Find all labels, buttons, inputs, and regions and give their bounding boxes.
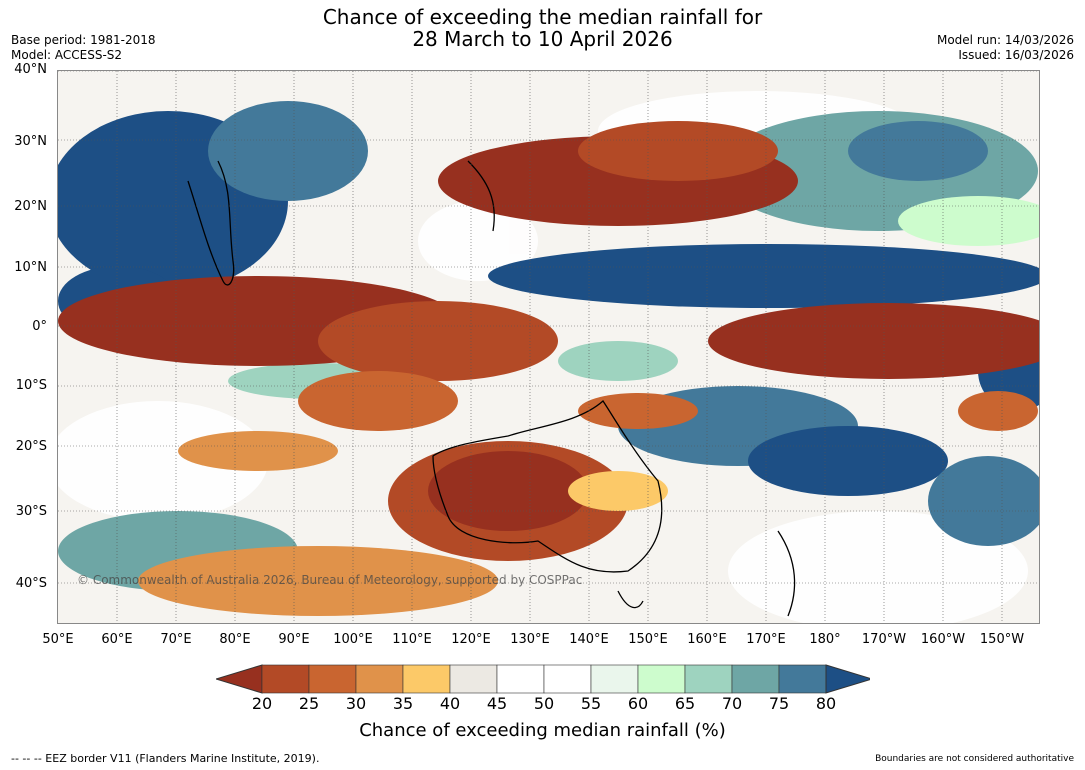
colorbar-segment (637, 664, 686, 694)
colorbar-tick-label: 20 (251, 694, 273, 713)
lat-label: 0° (32, 319, 47, 334)
lat-label: 40°N (14, 62, 47, 77)
colorbar-arrow-low (216, 664, 263, 694)
colorbar-tick-label: 40 (439, 694, 461, 713)
colorbar-segment (496, 664, 545, 694)
boundaries-note: Boundaries are not considered authoritat… (875, 754, 1074, 764)
colorbar-label: Chance of exceeding median rainfall (%) (359, 720, 726, 741)
colorbar-segment (308, 664, 357, 694)
colorbar-tick-label: 45 (486, 694, 508, 713)
lon-label: 100°E (333, 632, 373, 647)
colorbar-tick-label: 75 (768, 694, 790, 713)
lon-label: 110°E (392, 632, 432, 647)
colorbar-tick-label: 60 (627, 694, 649, 713)
lon-label: 180° (809, 632, 841, 647)
base-period: Base period: 1981-2018 (11, 33, 156, 47)
lon-label: 90°E (278, 632, 310, 647)
lat-label: 20°N (14, 199, 47, 214)
lon-label: 170°W (861, 632, 907, 647)
colorbar-tick-label: 30 (345, 694, 367, 713)
colorbar-segment (355, 664, 404, 694)
colorbar-segment (684, 664, 733, 694)
colorbar-segment (543, 664, 592, 694)
lat-label: 40°S (15, 576, 47, 591)
lon-label: 60°E (101, 632, 133, 647)
colorbar-segment (778, 664, 827, 694)
colorbar-tick-label: 80 (815, 694, 837, 713)
lon-label: 130°E (510, 632, 550, 647)
lat-label: 10°S (15, 378, 47, 393)
colorbar-tick-label: 50 (533, 694, 555, 713)
colorbar-tick-label: 70 (721, 694, 743, 713)
lon-label: 150°E (628, 632, 668, 647)
lon-label: 140°E (569, 632, 609, 647)
issued-date: Issued: 16/03/2026 (958, 48, 1074, 62)
colorbar-tick-label: 65 (674, 694, 696, 713)
lat-label: 20°S (15, 439, 47, 454)
lat-label: 10°N (14, 260, 47, 275)
lon-label: 150°W (979, 632, 1025, 647)
rainfall-probability-map (57, 70, 1040, 624)
model-run: Model run: 14/03/2026 (936, 33, 1074, 47)
colorbar-segment (449, 664, 498, 694)
lon-label: 160°E (687, 632, 727, 647)
colorbar-segment (261, 664, 310, 694)
coastlines (187, 160, 796, 617)
colorbar-tick-label: 25 (298, 694, 320, 713)
map-title-line-2: 28 March to 10 April 2026 (412, 27, 673, 51)
colorbar-tick-label: 55 (580, 694, 602, 713)
colorbar-segment (590, 664, 639, 694)
graticule (58, 71, 1039, 623)
eez-note: -- -- -- EEZ border V11 (Flanders Marine… (11, 752, 320, 765)
map-title-line-1: Chance of exceeding the median rainfall … (322, 5, 763, 29)
colorbar-tick-label: 35 (392, 694, 414, 713)
lon-label: 170°E (746, 632, 786, 647)
dry-regions (58, 121, 1039, 616)
copyright-notice: © Commonwealth of Australia 2026, Bureau… (77, 573, 583, 587)
colorbar-segment (402, 664, 451, 694)
lon-label: 50°E (42, 632, 74, 647)
colorbar-arrow-high (825, 664, 870, 694)
model-name: Model: ACCESS-S2 (11, 48, 123, 62)
lon-label: 80°E (219, 632, 251, 647)
lon-label: 160°W (920, 632, 966, 647)
colorbar-segment (731, 664, 780, 694)
colorbar (216, 664, 870, 694)
lat-label: 30°S (15, 504, 47, 519)
lon-label: 120°E (451, 632, 491, 647)
lon-label: 70°E (160, 632, 192, 647)
lat-label: 30°N (14, 134, 47, 149)
neutral-areas (58, 91, 1028, 623)
